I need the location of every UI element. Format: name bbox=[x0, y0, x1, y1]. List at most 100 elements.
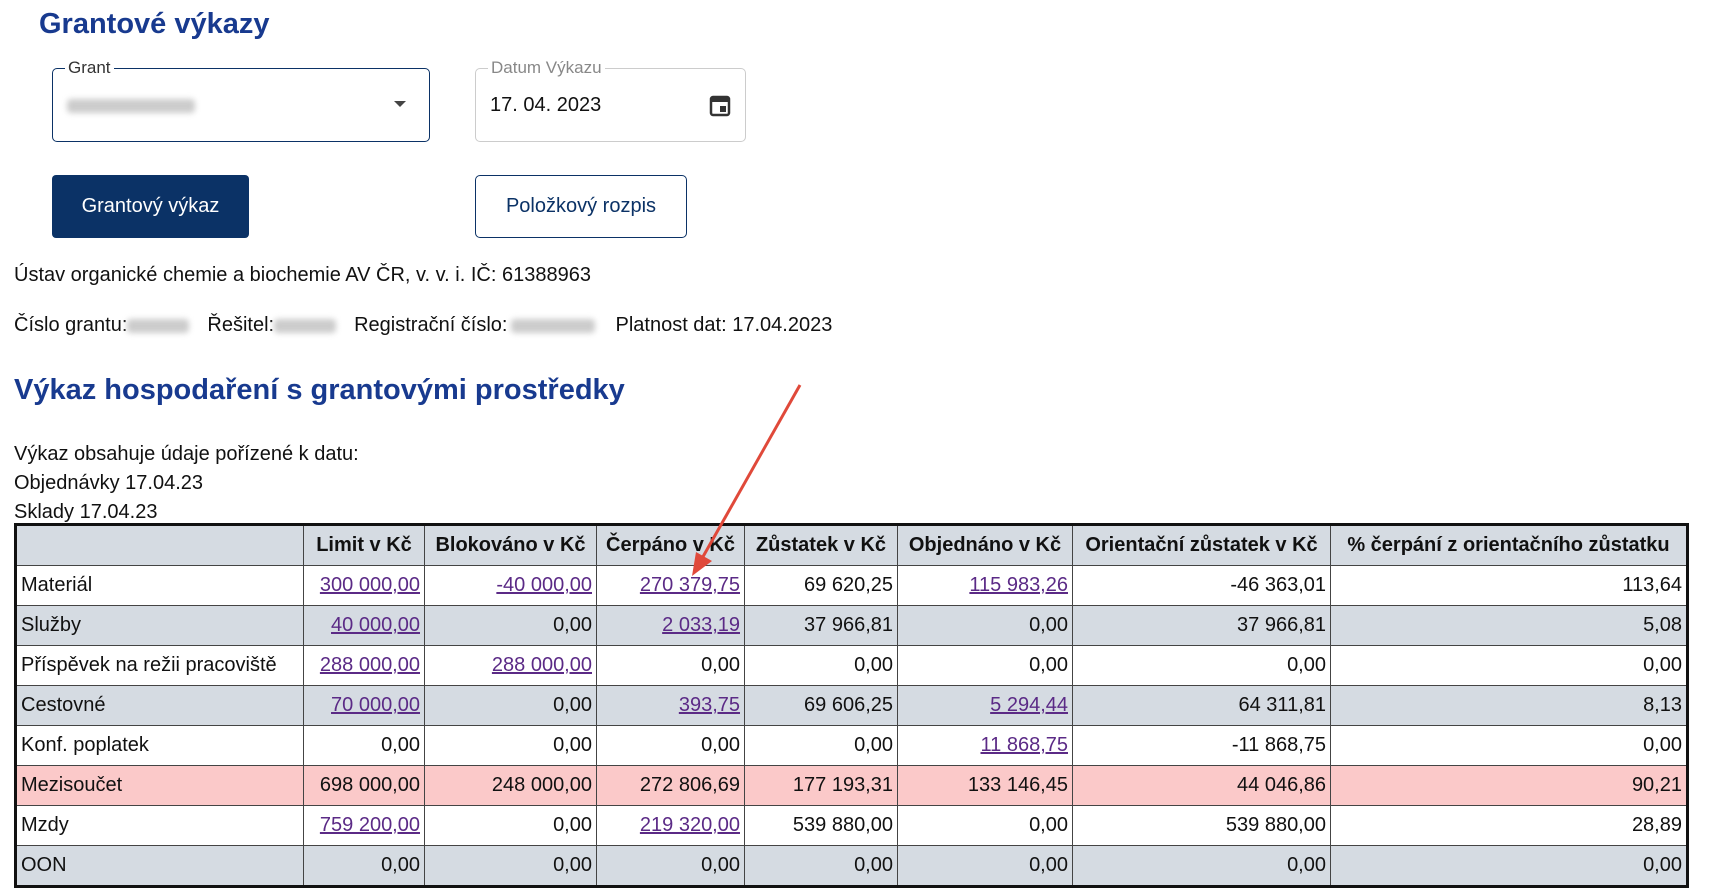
table-cell: 0,00 bbox=[1330, 725, 1688, 766]
cell-link[interactable]: 300 000,00 bbox=[319, 574, 420, 596]
dropdown-arrow bbox=[394, 101, 406, 107]
table-cell: 300 000,00 bbox=[303, 565, 425, 606]
table-cell: -11 868,75 bbox=[1072, 725, 1331, 766]
table-cell: -46 363,01 bbox=[1072, 565, 1331, 606]
row-label: OON bbox=[15, 845, 304, 887]
blurred-value bbox=[67, 99, 195, 113]
table-row: Příspěvek na režii pracoviště 288 000,00 2… bbox=[15, 645, 1688, 686]
date-label: Datum Výkazu bbox=[488, 58, 605, 78]
table-row: Cestovné 70 000,00 0,00 393,75 69 606,25 5 29… bbox=[15, 685, 1688, 726]
table-cell: 8,13 bbox=[1330, 685, 1688, 726]
institute-line: Ústav organické chemie a biochemie AV ČR… bbox=[14, 264, 591, 286]
row-label: Služby bbox=[15, 605, 304, 646]
table-cell: 44 046,86 bbox=[1072, 765, 1331, 806]
date-field[interactable]: Datum Výkazu 17. 04. 2023 bbox=[475, 58, 746, 142]
table-cell: 0,00 bbox=[1330, 645, 1688, 686]
table-cell: 270 379,75 bbox=[596, 565, 745, 606]
table-cell: 0,00 bbox=[424, 725, 597, 766]
cell-link[interactable]: 759 200,00 bbox=[319, 814, 420, 836]
cell-link[interactable]: 270 379,75 bbox=[639, 574, 740, 596]
cell-link[interactable]: 288 000,00 bbox=[319, 654, 420, 676]
table-cell: 115 983,26 bbox=[897, 565, 1073, 606]
table-cell: 64 311,81 bbox=[1072, 685, 1331, 726]
row-label: Mezisoučet bbox=[15, 765, 304, 806]
table-cell: 0,00 bbox=[1330, 845, 1688, 887]
table-cell: 0,00 bbox=[744, 845, 898, 887]
grant-info-line: Číslo grantu: Řešitel: Registrační číslo: P… bbox=[14, 314, 832, 337]
note-line: Výkaz obsahuje údaje pořízené k datu: bbox=[14, 443, 359, 465]
date-value: 17. 04. 2023 bbox=[490, 94, 602, 116]
table-cell: 5,08 bbox=[1330, 605, 1688, 646]
table-cell: 2 033,19 bbox=[596, 605, 745, 646]
blurred-value bbox=[127, 318, 190, 333]
validity: Platnost dat: 17.04.2023 bbox=[615, 314, 833, 336]
table-cell: 70 000,00 bbox=[303, 685, 425, 726]
blurred-value bbox=[511, 318, 596, 333]
table-cell: 37 966,81 bbox=[1072, 605, 1331, 646]
row-label: Konf. poplatek bbox=[15, 725, 304, 766]
table-cell: 0,00 bbox=[897, 605, 1073, 646]
column-header: Orientační zůstatek v Kč bbox=[1072, 524, 1331, 566]
cell-link[interactable]: 219 320,00 bbox=[639, 814, 740, 836]
table-cell: 0,00 bbox=[596, 725, 745, 766]
table-cell: 40 000,00 bbox=[303, 605, 425, 646]
table-row: Konf. poplatek 0,00 0,00 0,00 0,00 11 868,75-… bbox=[15, 725, 1688, 766]
cell-link[interactable]: 40 000,00 bbox=[331, 614, 420, 636]
column-header bbox=[15, 524, 304, 566]
table-cell: 288 000,00 bbox=[303, 645, 425, 686]
registration-label: Registrační číslo: bbox=[354, 314, 508, 336]
table-cell: 0,00 bbox=[744, 645, 898, 686]
cell-link[interactable]: 70 000,00 bbox=[331, 694, 420, 716]
table-cell: 272 806,69 bbox=[596, 765, 745, 806]
table-cell: 393,75 bbox=[596, 685, 745, 726]
blurred-value bbox=[274, 318, 337, 333]
grant-number-label: Číslo grantu: bbox=[14, 314, 128, 336]
primary-button[interactable]: Grantový výkaz bbox=[52, 175, 249, 238]
column-header: Čerpáno v Kč bbox=[596, 524, 745, 566]
cell-link[interactable]: 2 033,19 bbox=[662, 614, 740, 636]
cell-link[interactable]: 288 000,00 bbox=[491, 654, 592, 676]
table-row: Materiál 300 000,00 -40 000,00 270 379,75 69… bbox=[15, 565, 1688, 606]
cell-link[interactable]: 115 983,26 bbox=[969, 574, 1068, 596]
cell-link[interactable]: 393,75 bbox=[678, 694, 740, 716]
table-cell: 288 000,00 bbox=[424, 645, 597, 686]
table-cell: 0,00 bbox=[596, 845, 745, 887]
table-cell: 113,64 bbox=[1330, 565, 1688, 606]
table-cell: 177 193,31 bbox=[744, 765, 898, 806]
column-header: Zůstatek v Kč bbox=[744, 524, 898, 566]
table-cell: 5 294,44 bbox=[897, 685, 1073, 726]
table-cell: 759 200,00 bbox=[303, 805, 425, 846]
column-header: Limit v Kč bbox=[303, 524, 425, 566]
row-label: Mzdy bbox=[15, 805, 304, 846]
secondary-button[interactable]: Položkový rozpis bbox=[475, 175, 687, 238]
table-row: Mzdy 759 200,00 0,00 219 320,00 539 880,00 0,… bbox=[15, 805, 1688, 846]
note-line: Sklady 17.04.23 bbox=[14, 501, 158, 523]
table-cell: 219 320,00 bbox=[596, 805, 745, 846]
grant-select[interactable]: Grant bbox=[52, 58, 430, 142]
table-cell: 0,00 bbox=[897, 645, 1073, 686]
cell-link[interactable]: 11 868,75 bbox=[980, 734, 1069, 756]
table-cell: 0,00 bbox=[744, 725, 898, 766]
page: Grantové výkazy Grant Datum Výkazu 17. 0… bbox=[14, 8, 1689, 888]
table-cell: 90,21 bbox=[1330, 765, 1688, 806]
table-row: OON 0,00 0,00 0,00 0,00 0,00 0,00 0,00 bbox=[15, 845, 1688, 887]
grant-label: Grant bbox=[65, 58, 114, 78]
table-cell: 69 620,25 bbox=[744, 565, 898, 606]
table-cell: 0,00 bbox=[424, 685, 597, 726]
cell-link[interactable]: -40 000,00 bbox=[496, 574, 592, 596]
table-cell: 0,00 bbox=[1072, 645, 1331, 686]
table-row: Mezisoučet 698 000,00 248 000,00 272 806,69… bbox=[15, 765, 1688, 806]
table-row: Služby 40 000,00 0,00 2 033,19 37 966,81 0,00… bbox=[15, 605, 1688, 646]
table-cell: 0,00 bbox=[897, 845, 1073, 887]
column-header: Blokováno v Kč bbox=[424, 524, 597, 566]
table-cell: 0,00 bbox=[424, 805, 597, 846]
cell-link[interactable]: 5 294,44 bbox=[990, 694, 1068, 716]
table-cell: 11 868,75 bbox=[897, 725, 1073, 766]
table-cell: 248 000,00 bbox=[424, 765, 597, 806]
table-cell: 539 880,00 bbox=[744, 805, 898, 846]
table-cell: 69 606,25 bbox=[744, 685, 898, 726]
table-cell: 0,00 bbox=[897, 805, 1073, 846]
page-title: Grantové výkazy bbox=[39, 8, 270, 40]
row-label: Materiál bbox=[15, 565, 304, 606]
table-cell: 0,00 bbox=[303, 845, 425, 887]
